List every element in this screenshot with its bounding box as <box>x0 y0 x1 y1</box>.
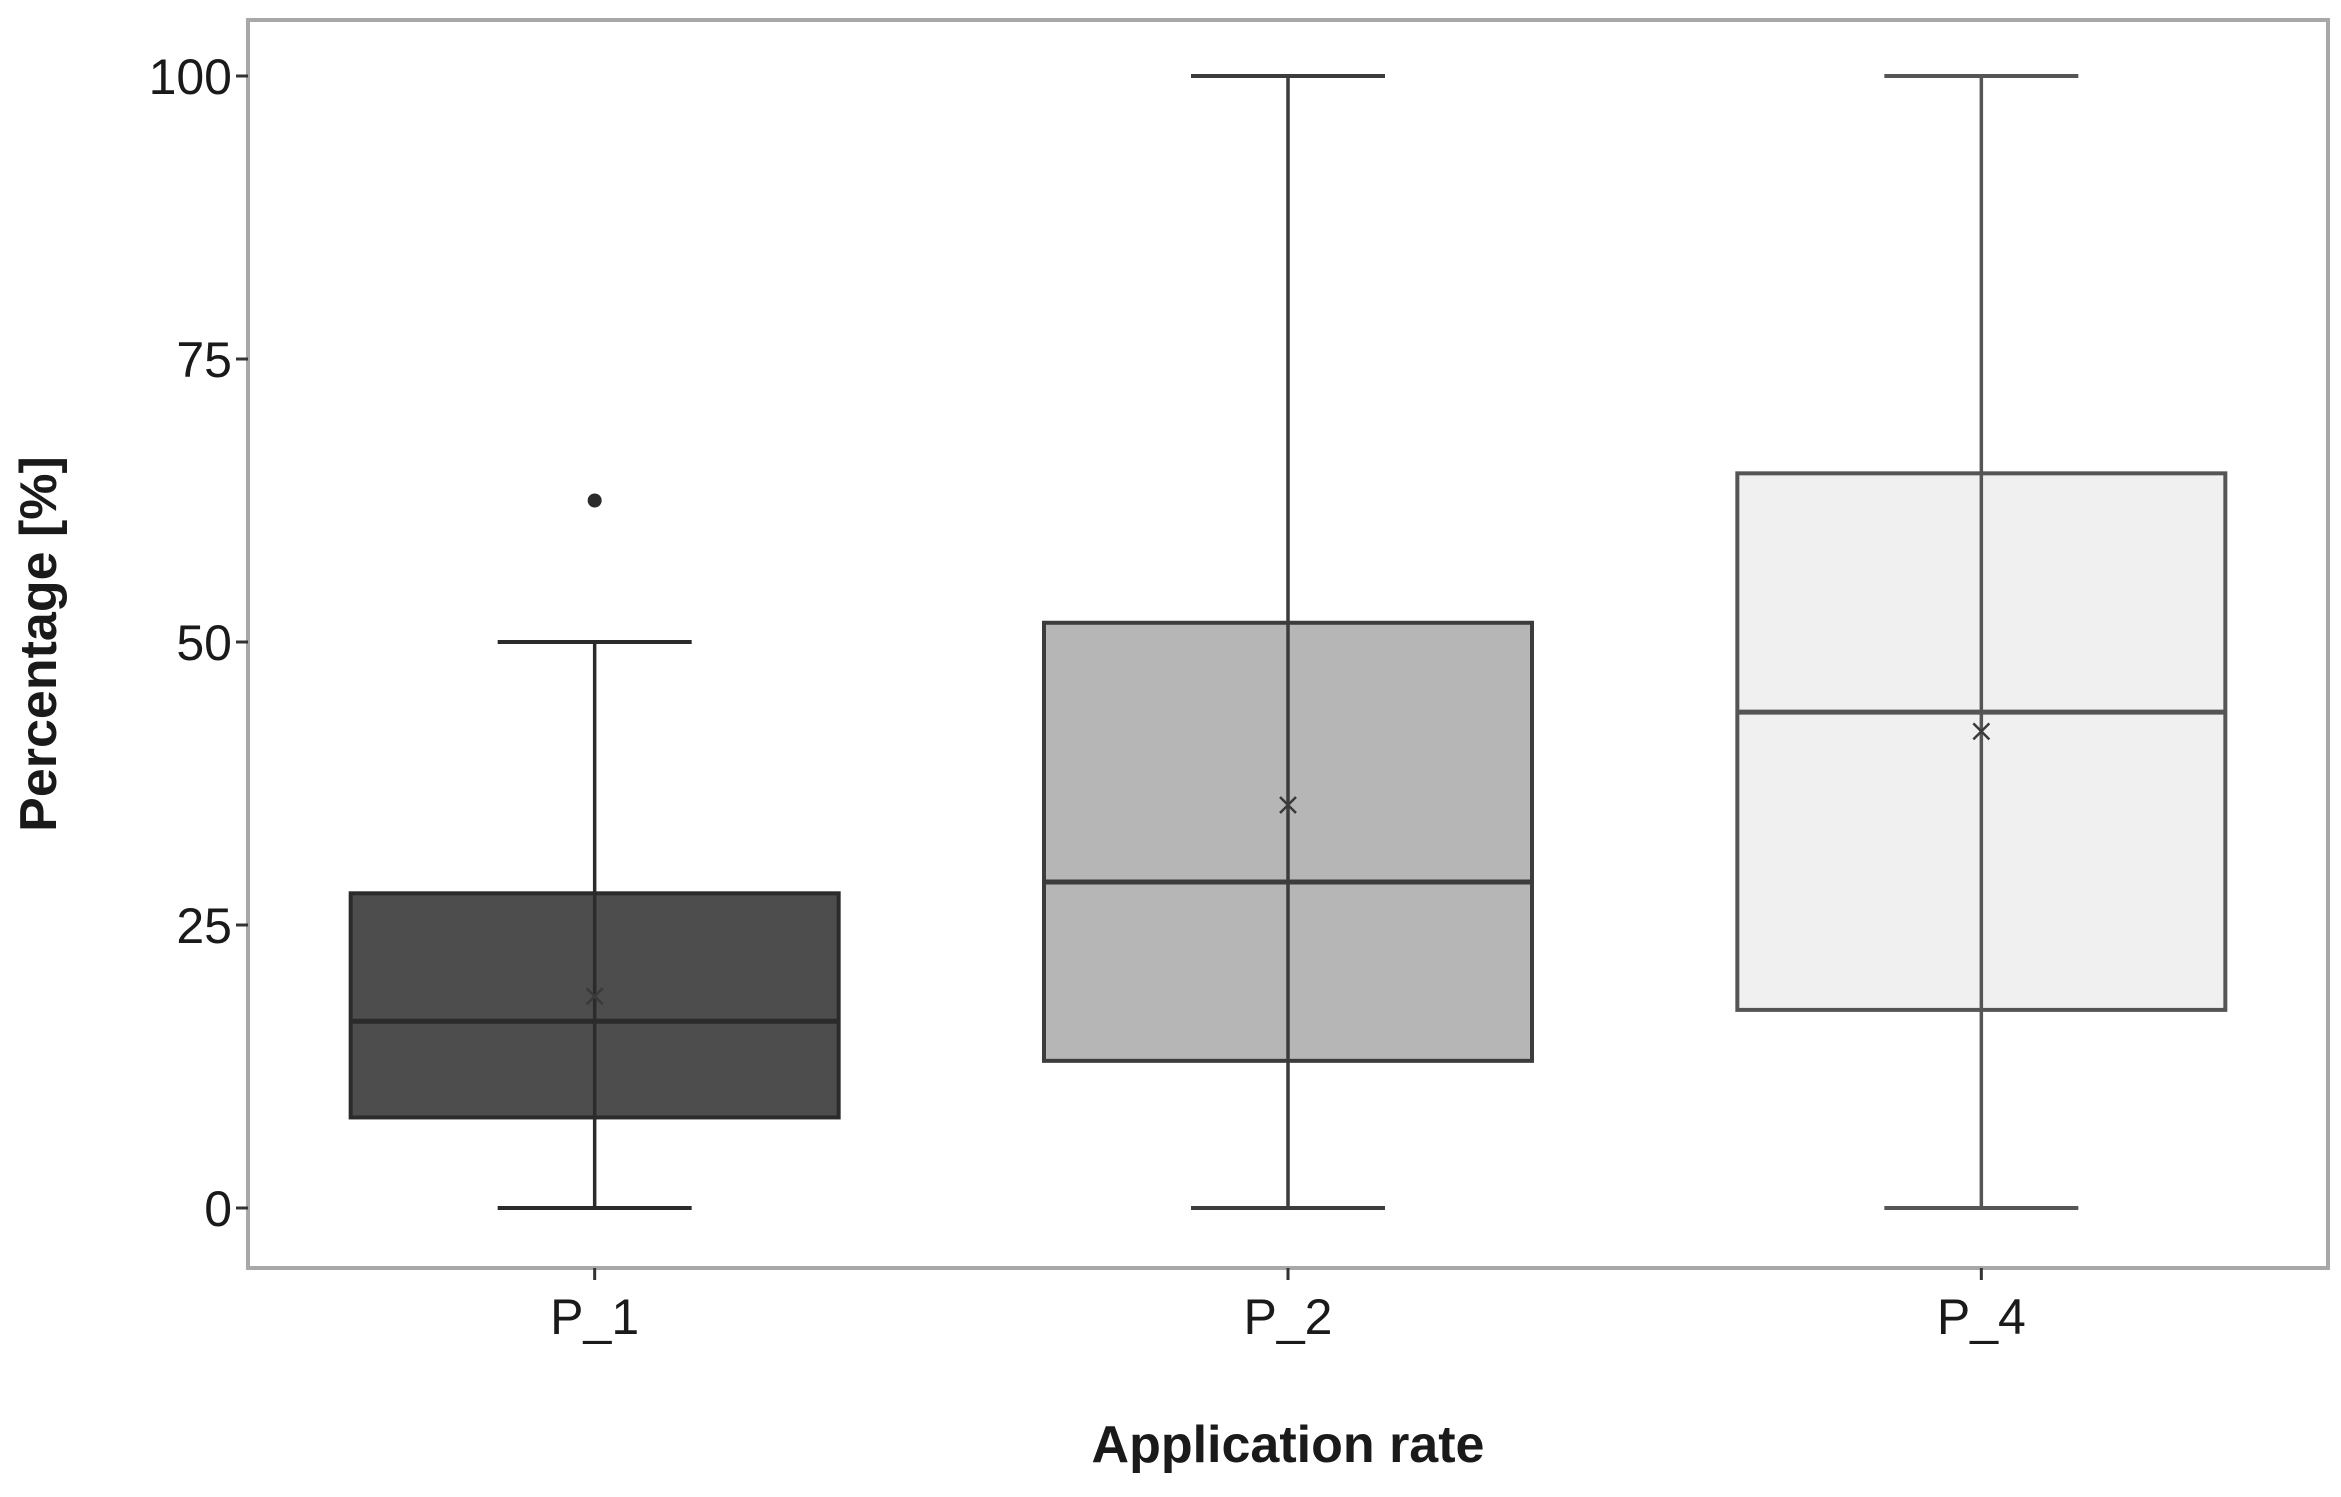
box-mean-marker <box>1972 722 1991 741</box>
box-mean-marker <box>1279 796 1297 814</box>
y-tick-label: 25 <box>176 898 232 954</box>
box-group-p4 <box>1735 74 2228 1210</box>
x-tick-label: P_2 <box>1244 1289 1333 1345</box>
box-mean-marker <box>585 987 604 1006</box>
x-tick-label: P_1 <box>550 1289 639 1345</box>
y-axis: 0 25 50 75 100 <box>149 49 248 1237</box>
y-tick-label: 100 <box>149 49 232 105</box>
x-tick-label: P_4 <box>1937 1289 2026 1345</box>
y-tick-label: 50 <box>176 615 232 671</box>
y-axis-title: Percentage [%] <box>10 456 68 832</box>
x-axis-title: Application rate <box>1092 1416 1485 1474</box>
y-tick-label: 0 <box>204 1181 232 1237</box>
y-tick-label: 75 <box>176 332 232 388</box>
box-layer <box>348 74 2228 1210</box>
box-outlier-point <box>587 493 602 508</box>
x-axis: P_1 P_2 P_4 <box>550 1268 2026 1345</box>
box-group-p2 <box>1042 74 1534 1210</box>
box-group-p1 <box>348 493 841 1210</box>
